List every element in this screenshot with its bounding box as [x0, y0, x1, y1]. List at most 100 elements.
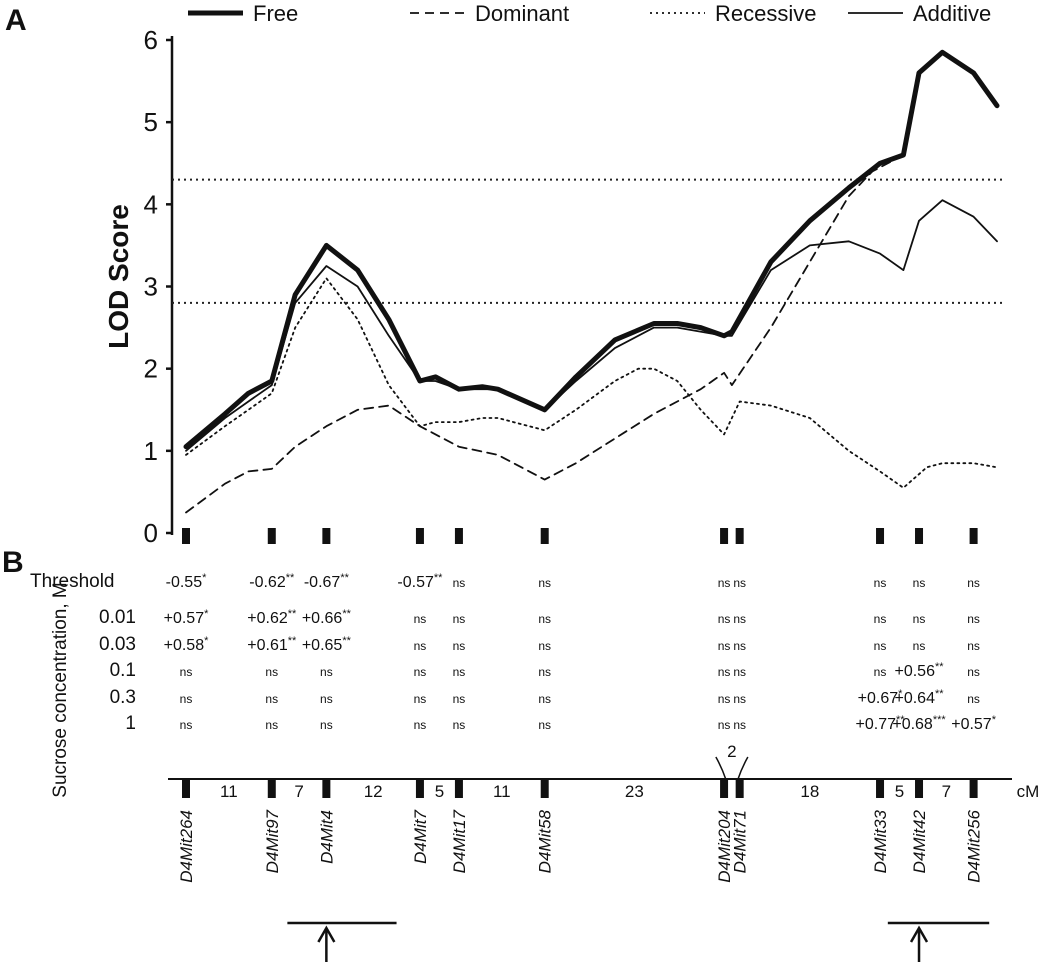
- interval-distance: 2: [727, 742, 736, 761]
- legend-label-additive: Additive: [913, 1, 991, 26]
- marker-label-d4mit264: D4Mit264: [177, 810, 196, 883]
- table-cell: ns: [718, 576, 731, 590]
- table-cell: ns: [180, 665, 193, 679]
- marker-label-d4mit256: D4Mit256: [965, 809, 984, 882]
- table-cell: +0.61**: [247, 635, 297, 654]
- marker-label-d4mit97: D4Mit97: [263, 809, 282, 873]
- marker-label-d4mit71: D4Mit71: [731, 810, 750, 873]
- table-cell: ns: [265, 665, 278, 679]
- legend-label-dominant: Dominant: [475, 1, 569, 26]
- y-tick-label: 0: [144, 518, 158, 548]
- marker-label-d4mit42: D4Mit42: [910, 809, 929, 873]
- table-cell: ns: [718, 612, 731, 626]
- marker-tick-d4mit7: [415, 528, 424, 544]
- y-tick-label: 4: [144, 189, 158, 219]
- legend-label-recessive: Recessive: [715, 1, 816, 26]
- table-cell: ns: [874, 612, 887, 626]
- series-dominant: [185, 51, 998, 514]
- table-cell: ns: [538, 576, 551, 590]
- interval-distance: 11: [220, 782, 238, 801]
- panel-b-label: B: [2, 546, 24, 579]
- table-row-label: 0.1: [110, 660, 136, 681]
- table-cell: ns: [538, 612, 551, 626]
- table-row-label: 1: [125, 713, 136, 734]
- series-additive: [185, 199, 998, 452]
- table-cell: ns: [453, 692, 466, 706]
- table-cell: ns: [874, 576, 887, 590]
- table-cell: ns: [967, 612, 980, 626]
- interval-distance: 12: [364, 782, 383, 801]
- table-cell: ns: [913, 612, 926, 626]
- table-y-axis-title: Sucrose concentration, M: [50, 582, 71, 797]
- table-cell: -0.55*: [166, 572, 207, 591]
- marker-tick-d4mit17: [454, 528, 463, 544]
- table-cell: ns: [733, 612, 746, 626]
- table-cell: ns: [414, 665, 427, 679]
- table-cell: +0.62**: [247, 608, 297, 627]
- table-cell: +0.66**: [302, 608, 352, 627]
- marker-label-d4mit58: D4Mit58: [536, 809, 555, 873]
- table-cell: ns: [320, 718, 333, 732]
- interval-distance: 18: [800, 782, 819, 801]
- peak-arrow-icon: [909, 925, 929, 943]
- map-unit-label: cM: [1017, 782, 1040, 801]
- table-cell: +0.56**: [894, 661, 944, 680]
- y-axis: 0 1 2 3 4 5 6 LOD Score: [103, 25, 174, 548]
- y-axis-title: LOD Score: [103, 204, 134, 349]
- table-cell: ns: [414, 718, 427, 732]
- table-cell: +0.68***: [892, 714, 946, 733]
- map-marker-tick-d4mit42: [915, 779, 924, 798]
- legend: Free Dominant Recessive Additive: [188, 1, 991, 26]
- interval-distance: 7: [294, 782, 303, 801]
- interval-distance: 5: [435, 782, 444, 801]
- peak-arrow-icon: [317, 925, 336, 943]
- interval-distance: 5: [895, 782, 904, 801]
- table-row-label: 0.3: [110, 687, 136, 708]
- table-cell: ns: [453, 612, 466, 626]
- map-marker-tick-d4mit7: [415, 779, 424, 798]
- table-cell: ns: [718, 718, 731, 732]
- table-cell: ns: [913, 576, 926, 590]
- marker-tick-d4mit42: [915, 528, 924, 544]
- table-cell: ns: [874, 665, 887, 679]
- marker-label-d4mit33: D4Mit33: [871, 809, 890, 873]
- table-cell: ns: [733, 692, 746, 706]
- marker-label-d4mit7: D4Mit7: [411, 809, 430, 863]
- y-tick-label: 3: [144, 272, 158, 302]
- interval-bracket-right: [736, 756, 749, 781]
- table-cell: ns: [967, 665, 980, 679]
- marker-axis: [182, 528, 978, 544]
- table-cell: ns: [718, 692, 731, 706]
- table-cell: ns: [538, 718, 551, 732]
- y-tick-label: 1: [144, 436, 158, 466]
- table-cell: +0.58*: [164, 635, 209, 654]
- marker-tick-d4mit204: [720, 528, 729, 544]
- table-cell: ns: [733, 576, 746, 590]
- table-cell: ns: [538, 665, 551, 679]
- table-cell: ns: [538, 639, 551, 653]
- table-cell: +0.65**: [302, 635, 352, 654]
- table-cell: +0.64**: [894, 688, 944, 707]
- series-free: [183, 49, 1000, 450]
- table-cell: ns: [733, 665, 746, 679]
- marker-tick-d4mit4: [322, 528, 331, 544]
- marker-label-d4mit204: D4Mit204: [715, 810, 734, 883]
- panel-a-label: A: [5, 4, 27, 37]
- table-cell: ns: [733, 639, 746, 653]
- map-marker-tick-d4mit71: [735, 779, 744, 798]
- marker-tick-d4mit256: [969, 528, 978, 544]
- interval-distance: 11: [493, 782, 511, 801]
- table-cell: ns: [414, 692, 427, 706]
- table-cell: +0.77**: [856, 714, 906, 733]
- table-cell: -0.57**: [397, 572, 443, 591]
- y-tick-label: 6: [144, 25, 158, 55]
- table-cell: ns: [967, 692, 980, 706]
- genetic-map: D4Mit264 D4Mit97 D4Mit4 D4Mit7 D4Mit17 D4Mit5…: [168, 742, 1039, 962]
- table-cell: ns: [180, 718, 193, 732]
- series-recessive: [185, 277, 998, 489]
- table-cell: ns: [718, 639, 731, 653]
- table-cell: ns: [913, 639, 926, 653]
- table-row-label: Threshold: [30, 571, 115, 592]
- table-cell: ns: [718, 665, 731, 679]
- table-cell: ns: [414, 639, 427, 653]
